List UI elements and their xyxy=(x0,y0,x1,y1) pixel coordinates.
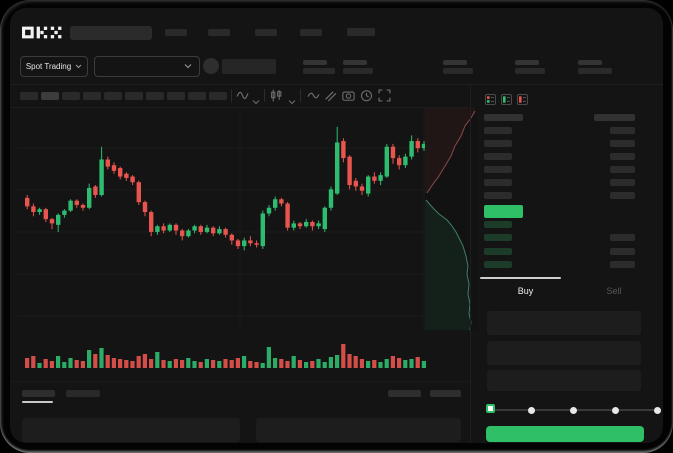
order-total-input-placeholder[interactable] xyxy=(487,370,641,391)
slider-handle[interactable] xyxy=(485,404,495,413)
ask-size-placeholder xyxy=(610,153,635,160)
nav-item-placeholder[interactable] xyxy=(208,29,230,36)
orderbook-col-header-placeholder xyxy=(594,114,635,121)
active-tab-underline xyxy=(22,401,53,403)
chart-style-candles-icon[interactable] xyxy=(270,89,283,102)
stat-label-placeholder xyxy=(443,60,467,65)
line-tools-icon[interactable] xyxy=(307,89,320,102)
active-tab-indicator xyxy=(480,277,561,279)
stat-value-placeholder xyxy=(303,68,335,74)
orders-history-placeholder xyxy=(22,418,240,442)
divider xyxy=(264,89,265,102)
nav-item-placeholder[interactable] xyxy=(300,29,322,36)
orderbook-col-header-placeholder xyxy=(484,114,523,121)
nav-item-placeholder[interactable] xyxy=(347,28,375,36)
panel-control-placeholder[interactable] xyxy=(430,390,461,397)
slider-stop-50[interactable] xyxy=(570,406,577,414)
bid-size-placeholder xyxy=(610,234,635,241)
ask-price-placeholder[interactable] xyxy=(484,179,512,186)
timeframe-placeholder[interactable] xyxy=(125,92,143,100)
ask-price-placeholder[interactable] xyxy=(484,153,512,160)
slider-stop-25[interactable] xyxy=(528,406,536,414)
bid-size-placeholder xyxy=(610,261,635,268)
amount-percent-slider[interactable] xyxy=(483,402,663,418)
divider xyxy=(10,84,663,85)
tab-sell[interactable]: Sell xyxy=(606,286,622,296)
divider xyxy=(470,85,471,443)
stat-label-placeholder xyxy=(578,60,602,65)
bottom-tab-placeholder[interactable] xyxy=(22,390,55,397)
chevron-down-icon[interactable] xyxy=(288,92,301,105)
chevron-down-icon xyxy=(75,64,82,69)
slider-stop-75[interactable] xyxy=(611,406,619,414)
market-type-dropdown[interactable]: Spot Trading xyxy=(20,56,88,77)
ask-size-placeholder xyxy=(610,192,635,199)
ask-size-placeholder xyxy=(610,140,635,147)
candlestick-chart[interactable] xyxy=(17,108,463,378)
timeframe-placeholder[interactable] xyxy=(209,92,227,100)
drawing-lines-icon[interactable] xyxy=(324,89,337,102)
timeframe-placeholder[interactable] xyxy=(83,92,101,100)
bid-price-placeholder[interactable] xyxy=(484,248,512,255)
ask-price-placeholder[interactable] xyxy=(484,192,512,199)
camera-snapshot-icon[interactable] xyxy=(342,89,355,102)
indicator-wave-icon[interactable] xyxy=(236,89,249,102)
divider xyxy=(10,107,470,108)
pair-selector-dropdown[interactable] xyxy=(94,56,200,77)
last-price-bar[interactable] xyxy=(484,205,523,218)
chevron-down-icon[interactable] xyxy=(252,92,265,105)
divider xyxy=(300,89,301,102)
slider-stop-100[interactable] xyxy=(653,406,661,414)
bid-price-placeholder[interactable] xyxy=(484,221,512,228)
nav-search-placeholder[interactable] xyxy=(70,26,152,40)
pair-name-placeholder xyxy=(222,59,276,74)
ask-size-placeholder xyxy=(610,166,635,173)
fullscreen-icon[interactable] xyxy=(378,89,391,102)
ask-size-placeholder xyxy=(610,127,635,134)
timeframe-placeholder-active[interactable] xyxy=(41,92,59,100)
orderbook-view-bids-icon[interactable] xyxy=(501,92,512,105)
timeframe-placeholder[interactable] xyxy=(146,92,164,100)
timeframe-placeholder[interactable] xyxy=(62,92,80,100)
divider xyxy=(231,89,232,102)
order-amount-input-placeholder[interactable] xyxy=(487,341,641,365)
stat-value-placeholder xyxy=(343,68,373,74)
bottom-tab-placeholder[interactable] xyxy=(66,390,100,397)
orderbook-view-asks-icon[interactable] xyxy=(517,92,528,105)
bid-price-placeholder[interactable] xyxy=(484,234,512,241)
ask-price-placeholder[interactable] xyxy=(484,140,512,147)
timeframe-placeholder[interactable] xyxy=(188,92,206,100)
timeframe-placeholder[interactable] xyxy=(20,92,38,100)
stat-value-placeholder xyxy=(578,68,612,74)
bid-size-placeholder xyxy=(610,248,635,255)
depth-chart xyxy=(425,108,477,330)
buy-submit-button[interactable] xyxy=(486,426,644,442)
stat-value-placeholder xyxy=(515,68,545,74)
stat-label-placeholder xyxy=(343,60,367,65)
bid-price-placeholder[interactable] xyxy=(484,261,512,268)
ask-price-placeholder[interactable] xyxy=(484,127,512,134)
ask-size-placeholder xyxy=(610,179,635,186)
divider xyxy=(10,381,470,382)
market-type-label: Spot Trading xyxy=(25,62,72,71)
clock-interval-icon[interactable] xyxy=(360,89,373,102)
nav-item-placeholder[interactable] xyxy=(255,29,277,36)
order-price-input-placeholder[interactable] xyxy=(487,311,641,335)
coin-avatar-placeholder[interactable] xyxy=(203,58,219,74)
stat-value-placeholder xyxy=(443,68,473,74)
chevron-down-icon xyxy=(184,64,192,69)
stat-label-placeholder xyxy=(303,60,327,65)
timeframe-placeholder[interactable] xyxy=(104,92,122,100)
stat-label-placeholder xyxy=(515,60,539,65)
nav-item-placeholder[interactable] xyxy=(165,29,187,36)
tab-buy[interactable]: Buy xyxy=(517,286,534,296)
okx-logo[interactable] xyxy=(22,26,62,39)
panel-control-placeholder[interactable] xyxy=(388,390,421,397)
orders-history-placeholder xyxy=(256,418,461,442)
timeframe-placeholder[interactable] xyxy=(167,92,185,100)
orderbook-view-combined-icon[interactable] xyxy=(485,92,496,105)
ask-price-placeholder[interactable] xyxy=(484,166,512,173)
